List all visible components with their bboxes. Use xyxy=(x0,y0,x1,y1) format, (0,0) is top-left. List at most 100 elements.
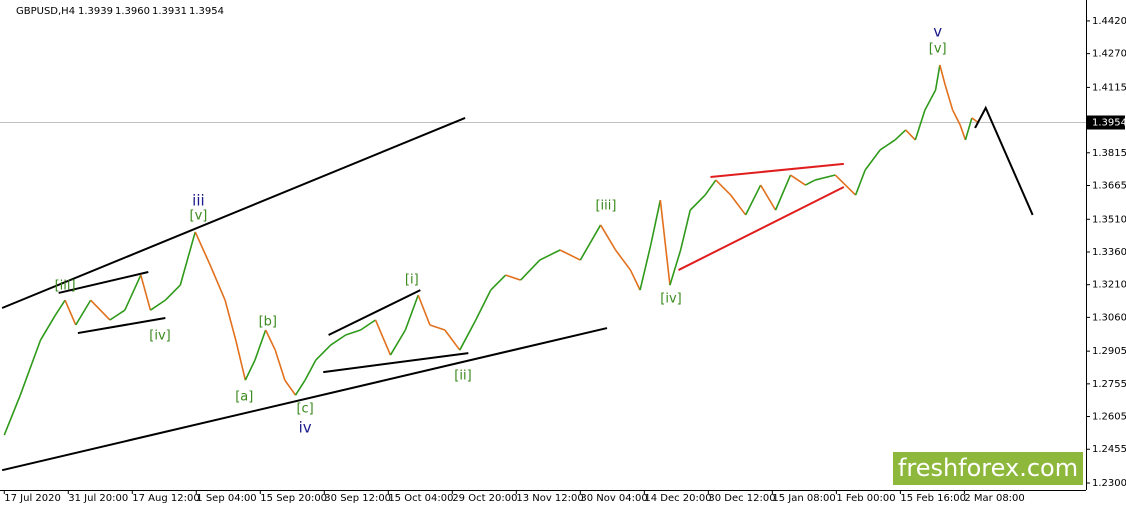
price-segment xyxy=(599,224,617,251)
price-segment xyxy=(964,117,973,141)
x-tick-label: 15 Sep 20:00 xyxy=(260,493,327,504)
price-segment xyxy=(459,319,477,351)
y-tick-label: 1.2455 xyxy=(1092,444,1126,455)
wave-label: [v] xyxy=(929,42,947,57)
x-tick-label: 31 Jul 20:00 xyxy=(68,493,128,504)
price-segment xyxy=(429,324,446,331)
price-segment xyxy=(345,329,361,336)
price-segment xyxy=(54,299,66,316)
price-segment xyxy=(951,109,961,126)
price-segment xyxy=(330,334,347,346)
y-tick-label: 1.4115 xyxy=(1092,82,1126,93)
x-tick-label: 30 Dec 12:00 xyxy=(708,493,775,504)
chart-title: GBPUSD,H4 xyxy=(16,6,75,17)
trend-line xyxy=(1,327,608,472)
x-tick-label: 29 Oct 20:00 xyxy=(452,493,517,504)
y-tick-label: 1.2605 xyxy=(1092,412,1126,423)
price-segment xyxy=(539,249,561,261)
price-segment xyxy=(124,274,142,311)
price-segment xyxy=(234,339,247,381)
ohlc-value: 1.3939 xyxy=(78,6,113,17)
price-segment xyxy=(744,184,762,216)
price-segment xyxy=(224,299,237,341)
price-segment xyxy=(505,274,521,281)
wave-label: iii xyxy=(192,191,205,209)
trend-line xyxy=(1,116,466,309)
wave-label: [c] xyxy=(296,402,313,417)
x-tick-label: 30 Sep 12:00 xyxy=(324,493,391,504)
price-segment xyxy=(179,231,196,286)
price-segment xyxy=(374,319,392,356)
price-segment xyxy=(417,294,431,326)
price-segment xyxy=(475,289,492,321)
last-price-box xyxy=(1087,115,1125,130)
wave-label: v xyxy=(933,22,942,40)
x-tick-label: 17 Jul 2020 xyxy=(4,493,61,504)
price-segment xyxy=(19,339,42,396)
price-segment xyxy=(315,344,332,361)
trend-line xyxy=(77,317,166,335)
price-segment xyxy=(64,299,77,326)
projection-line xyxy=(974,105,1034,216)
price-segment xyxy=(39,314,57,341)
price-segment xyxy=(805,179,816,186)
price-segment xyxy=(649,199,662,246)
price-segment xyxy=(715,179,732,196)
y-tick-label: 1.3665 xyxy=(1092,180,1126,191)
x-tick-label: 15 Feb 16:00 xyxy=(900,493,966,504)
trend-line xyxy=(678,186,845,271)
price-segment xyxy=(140,274,152,311)
price-segment xyxy=(944,84,954,111)
price-segment xyxy=(244,359,256,381)
ohlc-value: 1.3960 xyxy=(115,6,150,17)
price-segment xyxy=(879,139,896,151)
x-tick-label: 2 Mar 08:00 xyxy=(964,493,1024,504)
price-segment xyxy=(914,109,926,141)
price-segment xyxy=(194,231,211,266)
price-segment xyxy=(971,117,979,124)
y-tick-label: 1.4270 xyxy=(1092,49,1126,60)
price-segment xyxy=(109,309,126,321)
price-segment xyxy=(490,274,507,291)
x-tick-label: 15 Jan 08:00 xyxy=(772,493,835,504)
price-segment xyxy=(959,124,967,141)
price-segment xyxy=(669,249,682,286)
wave-label: [i] xyxy=(405,273,419,288)
price-segment xyxy=(629,269,641,291)
y-tick-label: 1.2905 xyxy=(1092,346,1126,357)
price-segment xyxy=(149,299,166,311)
wave-label: [iv] xyxy=(660,292,681,307)
wave-label: [v] xyxy=(190,209,208,224)
price-segment xyxy=(579,224,602,261)
price-segment xyxy=(404,294,419,331)
trend-line xyxy=(710,162,844,178)
price-segment xyxy=(730,194,747,216)
price-segment xyxy=(389,329,407,356)
price-segment xyxy=(834,174,857,196)
price-segment xyxy=(209,264,226,301)
trend-line xyxy=(323,352,469,374)
price-segment xyxy=(360,319,376,331)
price-segment xyxy=(444,329,461,351)
y-tick-label: 1.3815 xyxy=(1092,148,1126,159)
y-tick-label: 1.3060 xyxy=(1092,312,1126,323)
price-segment xyxy=(774,174,792,211)
price-segment xyxy=(924,89,937,111)
price-segment xyxy=(614,249,632,271)
price-segment xyxy=(90,299,111,321)
x-tick-label: 15 Oct 04:00 xyxy=(388,493,453,504)
price-segment xyxy=(894,129,907,141)
price-segment xyxy=(559,249,581,261)
wave-label: [iv] xyxy=(149,329,170,344)
price-segment xyxy=(854,169,866,196)
trend-line xyxy=(58,271,149,294)
price-segment xyxy=(759,184,777,211)
x-tick-label: 30 Nov 04:00 xyxy=(580,493,647,504)
watermark-box xyxy=(893,452,1083,485)
price-segment xyxy=(304,359,317,381)
y-tick-label: 1.3510 xyxy=(1092,214,1126,225)
y-tick-label: 1.3210 xyxy=(1092,280,1126,291)
ohlc-value: 1.3954 xyxy=(189,6,224,17)
x-tick-label: 13 Nov 12:00 xyxy=(516,493,583,504)
y-tick-label: 1.2300 xyxy=(1092,478,1126,489)
